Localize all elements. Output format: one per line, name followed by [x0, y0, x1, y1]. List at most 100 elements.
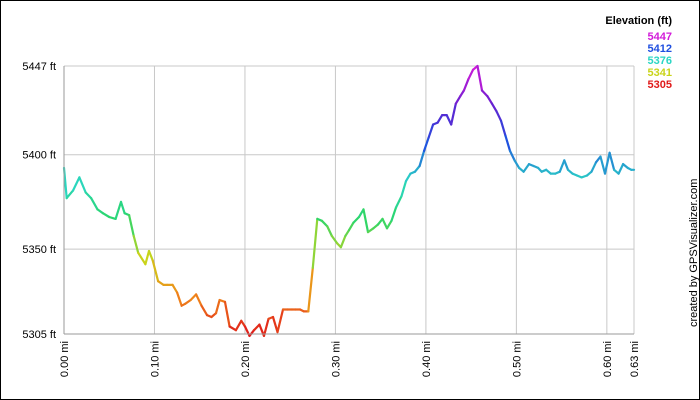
elevation-segment	[137, 251, 147, 266]
elevation-segment	[200, 304, 209, 317]
elevation-segment	[508, 149, 516, 162]
elevation-segment	[128, 214, 135, 237]
elevation-segment	[504, 134, 512, 152]
elevation-segment	[189, 293, 198, 302]
elevation-segment	[78, 176, 87, 194]
elevation-segment	[486, 95, 494, 105]
elevation-segment	[423, 136, 430, 152]
elevation-segment	[252, 323, 261, 332]
legend-title: Elevation (ft)	[605, 15, 672, 27]
elevation-segment	[400, 180, 408, 198]
legend-entry: 5305	[648, 79, 672, 91]
credit-text: created by GPSVisualizer.com	[688, 179, 700, 327]
y-tick-label: 5350 ft	[22, 244, 56, 256]
elevation-segment	[499, 119, 507, 137]
x-tick-label: 0.10 mi	[149, 341, 161, 377]
elevation-segment	[326, 225, 333, 237]
elevation-segment	[385, 219, 393, 230]
elevation-segment	[450, 102, 457, 126]
elevation-segment	[513, 159, 521, 169]
elevation-segment	[176, 291, 183, 307]
elevation-segment	[362, 208, 370, 234]
legend-entry: 5376	[648, 55, 672, 67]
elevation-segment	[234, 319, 243, 332]
grid	[63, 65, 635, 335]
elevation-segment	[114, 200, 123, 220]
elevation-segment	[427, 123, 435, 139]
elevation-segment	[490, 102, 498, 113]
elevation-segment	[366, 227, 375, 234]
elevation-segment	[248, 329, 256, 337]
legend-entry: 5412	[648, 43, 672, 55]
elevation-segment	[347, 221, 355, 232]
x-tick-label: 0.00 mi	[59, 341, 71, 377]
elevation-line	[62, 64, 636, 337]
elevation-segment	[240, 319, 247, 328]
elevation-segment	[320, 219, 329, 228]
elevation-segment	[352, 215, 361, 224]
elevation-segment	[603, 151, 611, 175]
elevation-segment	[381, 217, 389, 230]
elevation-segment	[276, 308, 285, 334]
elevation-segment	[454, 95, 462, 105]
elevation-segment	[108, 215, 117, 220]
axes	[63, 66, 634, 335]
elevation-segment	[617, 163, 625, 175]
elevation-segment	[96, 208, 105, 215]
elevation-segment	[171, 283, 179, 294]
elevation-segment	[459, 89, 465, 98]
elevation-segment	[467, 68, 475, 81]
elevation-segment	[151, 259, 160, 283]
elevation-segment	[480, 89, 489, 98]
elevation-segment	[418, 149, 426, 168]
elevation-segment	[184, 298, 192, 305]
legend-entry: 5341	[648, 67, 672, 79]
elevation-segment	[462, 78, 470, 92]
elevation-segment	[144, 249, 151, 266]
elevation-segment	[344, 229, 351, 237]
y-tick-label: 5305 ft	[22, 329, 56, 341]
elevation-segment	[65, 189, 75, 200]
elevation-segment	[413, 164, 421, 173]
elevation-segment	[563, 159, 570, 171]
elevation-segment	[311, 217, 319, 269]
elevation-segment	[214, 298, 221, 315]
elevation-segment	[390, 206, 398, 222]
elevation-segment	[599, 155, 607, 175]
x-tick-label: 0.30 mi	[330, 341, 342, 377]
tick-labels: 5305 ft 5350 ft 5400 ft 5447 ft 0.00 mi 0.10 …	[22, 61, 641, 377]
elevation-segment	[436, 113, 444, 124]
elevation-segment	[119, 200, 126, 215]
elevation-segment	[558, 159, 566, 173]
x-tick-label: 0.20 mi	[240, 341, 252, 377]
elevation-segment	[195, 293, 203, 307]
elevation-segment	[147, 249, 154, 262]
y-tick-label: 5400 ft	[22, 150, 56, 162]
y-tick-label: 5447 ft	[22, 61, 56, 73]
elevation-segment	[89, 197, 99, 211]
elevation-segment	[71, 176, 81, 192]
legend-entry: 5447	[648, 31, 672, 43]
elevation-segment	[101, 212, 111, 219]
elevation-segment	[495, 110, 503, 122]
elevation-segment	[608, 151, 616, 171]
x-tick-label: 0.50 mi	[511, 341, 523, 377]
elevation-segment	[404, 172, 412, 183]
elevation-segment	[223, 300, 231, 328]
elevation-segment	[271, 315, 279, 334]
elevation-segment	[228, 325, 237, 332]
elevation-segment	[590, 161, 598, 173]
elevation-segment	[522, 163, 531, 173]
x-tick-label: 0.40 mi	[421, 341, 433, 377]
x-tick-label: 0.63 mi	[629, 341, 641, 377]
elevation-segment	[339, 234, 347, 249]
elevation-segment	[84, 191, 93, 200]
elevation-segment	[132, 234, 140, 254]
elevation-segment	[476, 64, 484, 92]
elevation-segment	[394, 195, 403, 209]
elevation-segment	[307, 266, 314, 313]
